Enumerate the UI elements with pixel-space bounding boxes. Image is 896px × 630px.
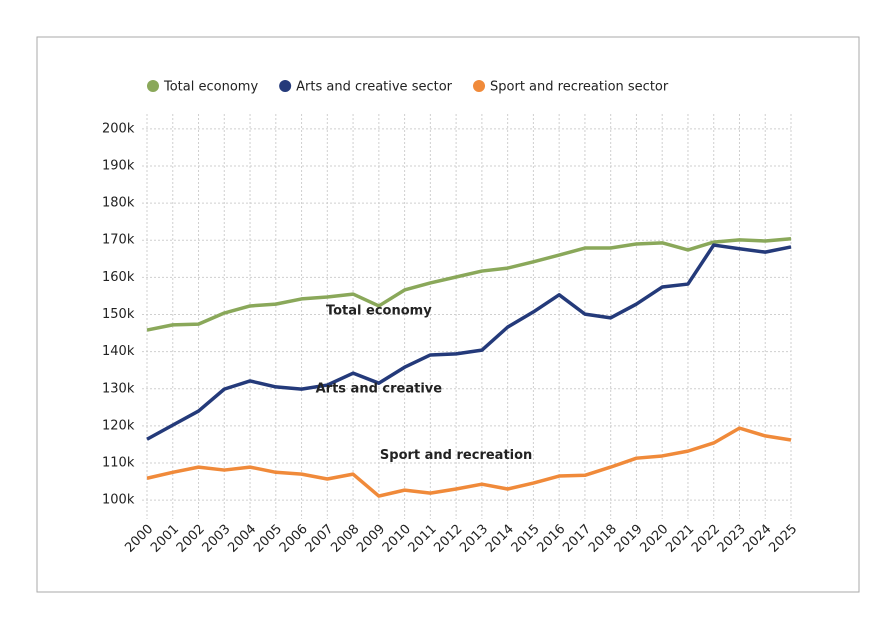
- annotation: Total economy: [326, 303, 432, 318]
- y-tick-label: 110k: [102, 456, 135, 471]
- legend-marker: [147, 80, 159, 92]
- legend-marker: [279, 80, 292, 92]
- annotation: Arts and creative: [316, 381, 443, 396]
- annotation: Sport and recreation: [380, 448, 532, 463]
- y-tick-label: 150k: [102, 307, 135, 322]
- y-tick-label: 100k: [102, 493, 135, 508]
- y-tick-label: 200k: [102, 121, 135, 136]
- y-tick-label: 170k: [102, 233, 135, 248]
- series-line: [146, 426, 792, 498]
- series-line: [146, 237, 792, 332]
- legend-label: Total economy: [163, 80, 258, 95]
- y-tick-label: 140k: [102, 344, 135, 359]
- y-tick-label: 130k: [102, 381, 135, 396]
- y-tick-label: 190k: [102, 158, 135, 173]
- legend-marker: [473, 80, 486, 92]
- legend-label: Arts and creative sector: [296, 80, 453, 95]
- legend-label: Sport and recreation sector: [490, 80, 669, 95]
- y-tick-label: 120k: [102, 418, 135, 433]
- y-tick-label: 160k: [102, 270, 135, 285]
- y-tick-label: 180k: [102, 196, 135, 211]
- series-line: [146, 243, 792, 441]
